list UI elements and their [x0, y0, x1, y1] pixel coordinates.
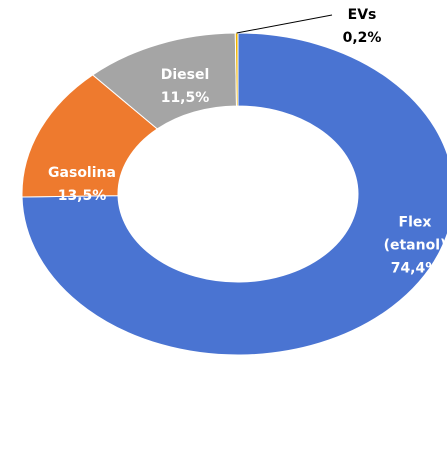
category-label: Gasolina	[48, 165, 116, 181]
value-label: 11,5%	[160, 90, 210, 106]
slice-label: EVs 0,2%	[317, 4, 407, 50]
category-label: Flex (etanol)	[383, 214, 447, 254]
category-label: Diesel	[160, 67, 210, 83]
value-label: 0,2%	[342, 30, 382, 46]
slice-label: Flex (etanol) 74,4%	[383, 212, 447, 281]
value-label: 74,4%	[390, 260, 440, 277]
donut-slice	[234, 32, 239, 107]
value-label: 13,5%	[57, 188, 107, 204]
donut-slice	[21, 32, 447, 356]
slice-label: Diesel 11,5%	[140, 64, 230, 110]
category-label: EVs	[347, 7, 377, 23]
slice-label: Gasolina 13,5%	[37, 162, 127, 208]
leader-line	[236, 14, 333, 34]
